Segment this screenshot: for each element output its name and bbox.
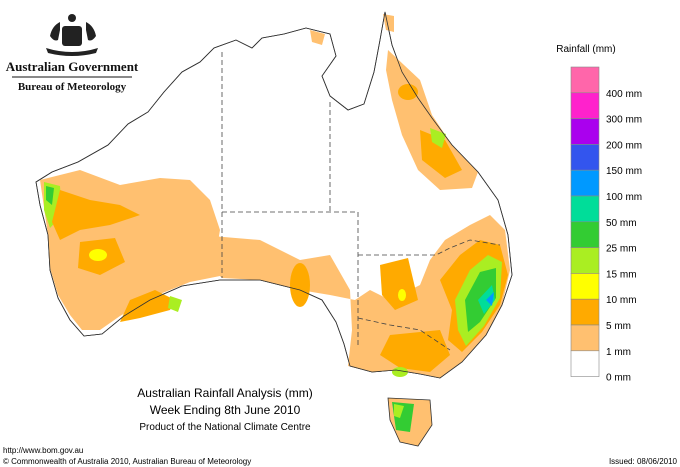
legend-swatch xyxy=(570,298,600,326)
legend-swatch xyxy=(570,118,600,145)
australia-map xyxy=(35,11,513,447)
map-title: Australian Rainfall Analysis (mm) xyxy=(137,386,312,400)
footer-url: http://www.bom.gov.au xyxy=(3,446,83,455)
legend-title: Rainfall (mm) xyxy=(556,44,615,55)
legend-label: 150 mm xyxy=(606,166,642,177)
legend-swatch xyxy=(570,324,600,352)
legend: 400 mm 300 mm 200 mm 150 mm 100 mm 50 mm 25 mm… xyxy=(570,66,642,384)
legend-swatch xyxy=(570,273,600,300)
legend-label: 0 mm xyxy=(606,373,631,384)
legend-label: 50 mm xyxy=(606,218,637,229)
legend-label: 1 mm xyxy=(606,347,631,358)
legend-swatch xyxy=(570,92,600,119)
government-name: Australian Government xyxy=(6,59,139,74)
legend-label: 300 mm xyxy=(606,115,642,126)
legend-label: 100 mm xyxy=(606,192,642,203)
footer-copyright: © Commonwealth of Australia 2010, Austra… xyxy=(3,457,251,466)
crest xyxy=(46,14,98,56)
legend-label: 10 mm xyxy=(606,295,637,306)
legend-label: 200 mm xyxy=(606,140,642,151)
legend-label: 400 mm xyxy=(606,89,642,100)
legend-swatch xyxy=(570,350,600,377)
legend-swatch xyxy=(570,66,600,94)
legend-swatch xyxy=(570,247,600,274)
legend-label: 5 mm xyxy=(606,321,631,332)
legend-swatch xyxy=(570,195,600,223)
legend-swatch xyxy=(570,144,600,171)
footer-issued: Issued: 08/06/2010 xyxy=(609,457,678,466)
legend-swatch xyxy=(570,221,600,248)
map-credit: Product of the National Climate Centre xyxy=(139,422,311,433)
bureau-name: Bureau of Meteorology xyxy=(18,81,127,93)
map-subtitle: Week Ending 8th June 2010 xyxy=(150,403,301,417)
legend-swatch xyxy=(570,169,600,197)
legend-label: 15 mm xyxy=(606,269,637,280)
legend-label: 25 mm xyxy=(606,244,637,255)
